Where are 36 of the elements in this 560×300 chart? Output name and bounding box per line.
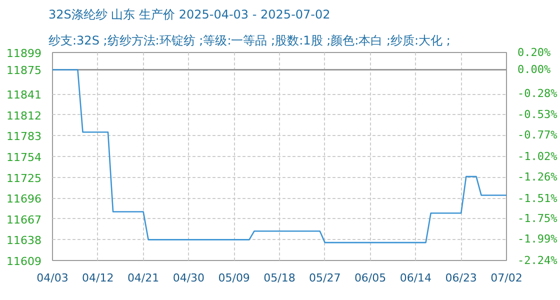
- y-tick-label: 11638: [6, 234, 42, 248]
- y2-tick-label: -1.02%: [518, 150, 558, 163]
- y-tick-label: 11812: [6, 109, 42, 122]
- y2-tick-label: 0.00%: [518, 63, 551, 76]
- y-tick-label: 11754: [6, 151, 42, 164]
- y-tick-label: 11899: [6, 47, 42, 60]
- y2-tick-label: -0.53%: [518, 108, 558, 122]
- y-tick-label: 11696: [6, 192, 42, 206]
- x-tick-label: 04/03: [36, 272, 68, 284]
- y-tick-label: 11667: [6, 213, 42, 226]
- chart-title: 32S涤纶纱 山东 生产价 2025-04-03 - 2025-07-02: [48, 8, 330, 22]
- y-tick-label: 11725: [6, 172, 42, 185]
- line-series: [52, 69, 506, 244]
- x-tick-label: 07/02: [490, 272, 522, 284]
- y2-tick-label: -1.99%: [518, 232, 558, 246]
- y2-tick-label: -1.75%: [518, 212, 558, 226]
- y-tick-label: 11875: [6, 64, 42, 78]
- x-tick-label: 05/18: [264, 272, 296, 284]
- x-tick-label: 04/12: [82, 272, 114, 284]
- x-tick-label: 05/27: [309, 272, 341, 284]
- y2-tick-label: -1.26%: [518, 170, 558, 184]
- chart-subtitle: 纱支:32S ;纺纱方法:环锭纺 ;等级:一等品 ;股数:1股 ;颜色:本白 ;纱质:大化 ;: [48, 34, 450, 48]
- y2-tick-label: -1.51%: [518, 192, 558, 205]
- x-tick-label: 04/30: [172, 272, 205, 284]
- y2-tick-label: 0.20%: [518, 46, 551, 59]
- y-tick-label: 11783: [6, 130, 42, 144]
- y2-tick-label: -2.24%: [518, 254, 558, 267]
- x-tick-label: 04/21: [127, 272, 160, 284]
- x-tick-label: 06/14: [400, 272, 432, 284]
- y2-tick-label: -0.28%: [518, 86, 558, 100]
- y2-tick-label: -0.77%: [518, 128, 558, 142]
- x-tick-label: 06/23: [445, 272, 477, 284]
- x-tick-label: 05/09: [218, 272, 250, 284]
- x-tick-label: 06/05: [354, 272, 386, 284]
- y-tick-label: 11841: [6, 88, 42, 102]
- y-tick-label: 11609: [6, 255, 42, 268]
